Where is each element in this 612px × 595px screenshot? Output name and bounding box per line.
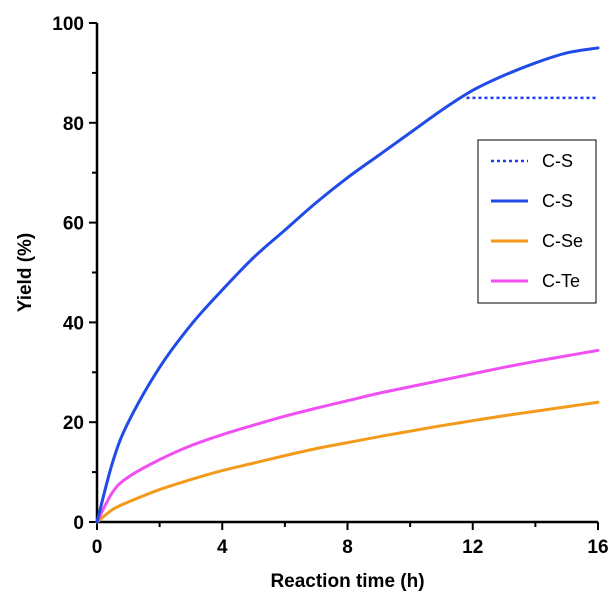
y-tick-label: 40 <box>63 313 84 334</box>
x-tick-label: 0 <box>92 537 103 558</box>
x-tick-label: 16 <box>587 537 608 558</box>
axes: 0 20 40 60 80 100 0 4 8 12 16 <box>52 14 608 558</box>
legend-label: C-Se <box>542 231 583 251</box>
y-tick-label: 60 <box>63 214 84 235</box>
legend: C-S C-S C-Se C-Te <box>477 139 597 304</box>
x-axis-title: Reaction time (h) <box>270 571 424 592</box>
series-line-c-te <box>95 348 600 524</box>
y-axis-title: Yield (%) <box>15 233 36 313</box>
legend-label: C-S <box>542 191 573 211</box>
legend-label: C-Te <box>542 271 580 291</box>
legend-label: C-S <box>542 151 573 171</box>
y-tick-label: 0 <box>73 513 84 534</box>
series-line-c-se <box>95 400 600 524</box>
x-tick-label: 8 <box>342 537 353 558</box>
series-line-c-s <box>95 46 600 524</box>
x-tick-label: 4 <box>217 537 228 558</box>
series-layer <box>95 46 600 524</box>
y-tick-label: 100 <box>52 14 84 35</box>
x-tick-label: 12 <box>462 537 483 558</box>
y-tick-label: 20 <box>63 413 84 434</box>
y-tick-label: 80 <box>63 114 84 135</box>
legend-box <box>477 139 597 304</box>
